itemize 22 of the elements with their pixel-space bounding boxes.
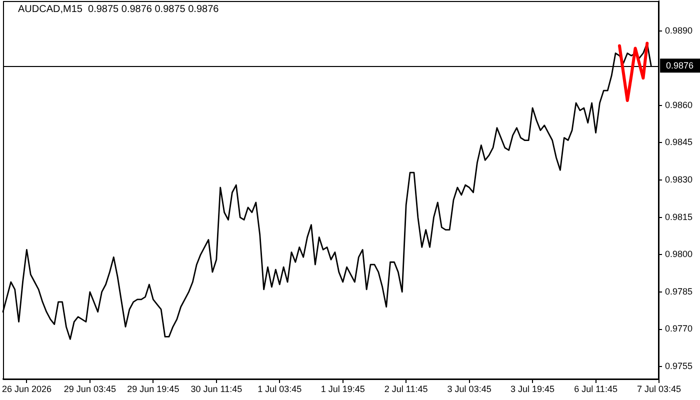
y-tick-label: 0.9815: [665, 212, 693, 222]
y-tick-label: 0.9800: [665, 249, 693, 260]
y-tick-label: 0.9785: [665, 286, 693, 296]
x-tick-label: 26 Jun 2026: [2, 384, 52, 394]
x-tick-label: 3 Jul 19:45: [510, 384, 555, 394]
x-tick-label: 2 Jul 11:45: [384, 384, 428, 394]
y-tick-label: 0.9830: [665, 174, 693, 185]
x-tick-label: 29 Jun 03:45: [64, 384, 116, 394]
x-tick-label: 30 Jun 11:45: [190, 384, 242, 394]
y-tick-label: 0.9860: [665, 100, 693, 110]
y-tick-label: 0.9845: [665, 137, 693, 148]
y-tick-label: 0.9890: [665, 25, 693, 36]
x-tick-label: 3 Jul 03:45: [447, 384, 492, 394]
y-tick-label: 0.9755: [665, 361, 693, 372]
y-tick-label: 0.9770: [665, 324, 693, 334]
chart-title: AUDCAD,M15 0.9875 0.9876 0.9875 0.9876: [18, 4, 220, 15]
x-tick-label: 6 Jul 11:45: [574, 384, 618, 394]
ref-line-label: 0.9876: [666, 60, 694, 71]
x-tick-label: 1 Jul 03:45: [258, 384, 302, 394]
x-tick-label: 7 Jul 03:45: [636, 384, 682, 394]
x-tick-label: 1 Jul 19:45: [320, 384, 365, 394]
x-tick-label: 29 Jun 19:45: [127, 384, 180, 394]
